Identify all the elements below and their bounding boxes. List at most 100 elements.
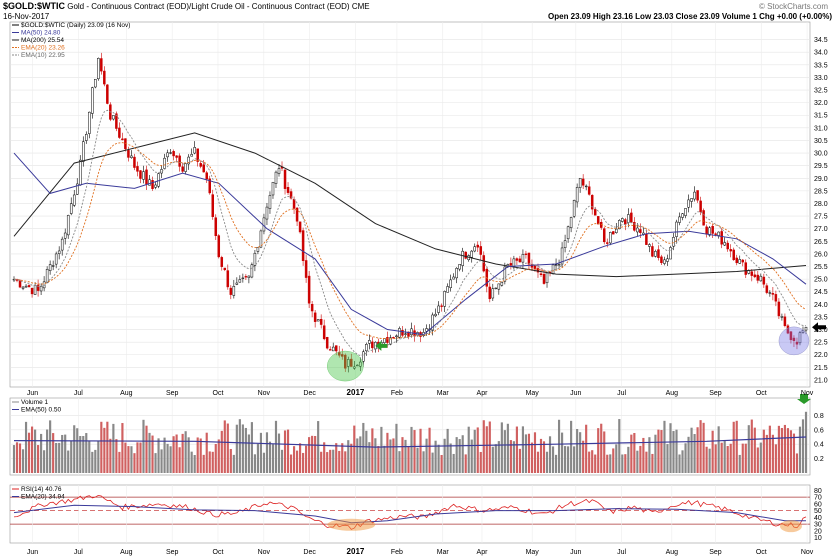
candle-body — [295, 207, 299, 222]
candle-body — [738, 259, 741, 264]
volume-bar — [389, 439, 392, 473]
candle-body — [753, 274, 757, 278]
volume-bar — [118, 451, 121, 473]
volume-bar — [750, 419, 753, 473]
volume-bar — [286, 429, 290, 473]
candle-body — [566, 226, 570, 240]
candle-body — [633, 222, 636, 231]
volume-bar — [633, 433, 636, 473]
volume-bar — [464, 454, 467, 473]
candle-body — [503, 266, 507, 282]
volume-bar — [711, 430, 714, 473]
candle-body — [708, 227, 711, 236]
volume-bar — [684, 443, 687, 473]
candle-body — [621, 218, 624, 222]
rsi-legend: RSI(14) 40.76 — [21, 486, 62, 493]
candle-body — [331, 346, 335, 352]
volume-bar — [591, 450, 594, 473]
volume-bar — [506, 423, 509, 473]
x-tick-label: Feb — [391, 390, 403, 397]
volume-bar — [115, 439, 118, 473]
price-tick-label: 27.5 — [814, 214, 828, 221]
volume-bar — [573, 446, 576, 473]
volume-bar — [368, 442, 371, 473]
volume-bar — [771, 434, 774, 473]
candle-body — [801, 330, 805, 333]
volume-bar — [488, 421, 491, 473]
volume-bar — [476, 427, 479, 473]
volume-bar — [157, 438, 160, 473]
candle-body — [645, 234, 648, 245]
volume-bar — [744, 443, 747, 473]
candle-body — [729, 249, 732, 252]
volume-bar — [645, 451, 648, 473]
ema10-legend: EMA(10) 22.95 — [21, 52, 65, 59]
symbol: $GOLD:$WTIC — [3, 1, 65, 11]
candle-body — [226, 270, 230, 288]
candle-body — [696, 190, 699, 201]
candle-body — [292, 198, 296, 209]
candle-body — [389, 337, 392, 345]
candle-body — [609, 232, 612, 244]
volume-bar — [434, 440, 437, 473]
volume-bar — [395, 423, 398, 473]
candle-body — [768, 292, 772, 294]
price-tick-label: 29.0 — [814, 176, 828, 183]
candle-body — [66, 215, 70, 236]
x-tick-label: 2017 — [347, 388, 365, 397]
rsi-tick-label: 70 — [814, 495, 822, 502]
candle-body — [687, 199, 690, 208]
x-tick-label: Jun — [27, 549, 38, 556]
volume-bar — [70, 440, 73, 473]
volume-bar — [801, 419, 805, 473]
candle-body — [605, 242, 609, 244]
volume-bar — [332, 449, 335, 473]
volume-bar — [756, 447, 759, 473]
rsi-tick-label: 60 — [814, 501, 822, 508]
volume-bar — [12, 445, 16, 473]
x-tick-label: Aug — [666, 390, 679, 397]
volume-bar — [768, 425, 771, 473]
candle-body — [133, 156, 136, 168]
volume-bar — [250, 422, 253, 473]
candle-body — [289, 191, 293, 199]
candle-body — [449, 279, 452, 288]
candle-body — [491, 288, 495, 299]
candle-body — [253, 252, 257, 266]
volume-bar — [335, 443, 338, 473]
volume-bar — [494, 444, 497, 473]
candle-body — [434, 313, 437, 317]
candle-body — [241, 277, 245, 279]
candle-body — [795, 341, 799, 345]
volume-bar — [681, 450, 684, 473]
candle-body — [199, 163, 202, 167]
volume-bar — [663, 420, 666, 473]
volume-bar — [73, 425, 76, 473]
x-tick-label: Aug — [120, 390, 133, 397]
volume-bar — [235, 424, 238, 473]
volume-bar — [576, 428, 579, 473]
volume-bar — [446, 428, 449, 473]
volume-bar — [308, 437, 311, 473]
volume-bar — [804, 411, 808, 473]
orange-highlight-ellipse — [779, 520, 802, 533]
volume-bar — [594, 454, 597, 473]
candle-body — [304, 260, 308, 278]
volume-bar — [624, 454, 627, 473]
volume-bar — [467, 426, 470, 473]
ma50-legend: MA(50) 24.80 — [21, 30, 61, 37]
rsi-panel — [9, 484, 811, 544]
volume-bar — [479, 451, 482, 473]
rsi-ema-legend: EMA(20) 34.94 — [21, 494, 65, 501]
volume-bar — [512, 441, 515, 473]
volume-bar — [527, 433, 531, 473]
candle-body — [36, 284, 40, 291]
candle-body — [33, 285, 37, 295]
volume-bar — [292, 446, 296, 473]
candle-body — [88, 111, 91, 134]
x-tick-label: May — [526, 390, 540, 397]
volume-bar — [350, 443, 353, 473]
candle-body — [118, 127, 121, 138]
black-price-arrow — [812, 322, 826, 333]
volume-bar — [136, 442, 139, 473]
